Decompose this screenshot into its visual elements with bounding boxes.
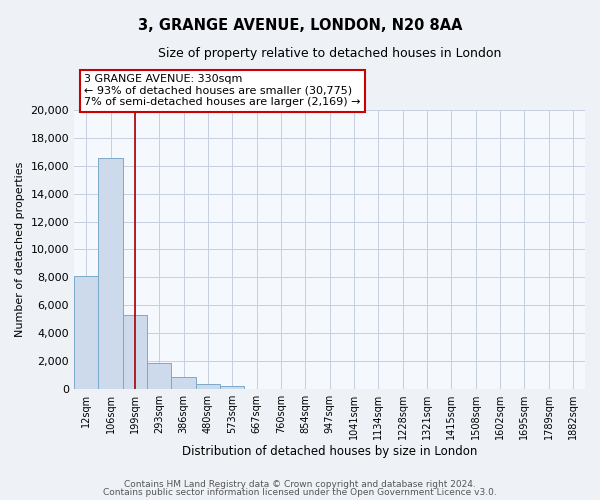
Bar xyxy=(172,378,196,388)
Text: Contains public sector information licensed under the Open Government Licence v3: Contains public sector information licen… xyxy=(103,488,497,497)
Text: Contains HM Land Registry data © Crown copyright and database right 2024.: Contains HM Land Registry data © Crown c… xyxy=(124,480,476,489)
Bar xyxy=(98,158,123,388)
Bar xyxy=(220,386,244,388)
Title: Size of property relative to detached houses in London: Size of property relative to detached ho… xyxy=(158,48,501,60)
Text: 3 GRANGE AVENUE: 330sqm
← 93% of detached houses are smaller (30,775)
7% of semi: 3 GRANGE AVENUE: 330sqm ← 93% of detache… xyxy=(84,74,361,108)
Text: 3, GRANGE AVENUE, LONDON, N20 8AA: 3, GRANGE AVENUE, LONDON, N20 8AA xyxy=(138,18,462,32)
X-axis label: Distribution of detached houses by size in London: Distribution of detached houses by size … xyxy=(182,444,477,458)
Bar xyxy=(196,384,220,388)
Bar xyxy=(147,363,172,388)
Y-axis label: Number of detached properties: Number of detached properties xyxy=(15,162,25,337)
Bar xyxy=(123,315,147,388)
Bar xyxy=(74,276,98,388)
